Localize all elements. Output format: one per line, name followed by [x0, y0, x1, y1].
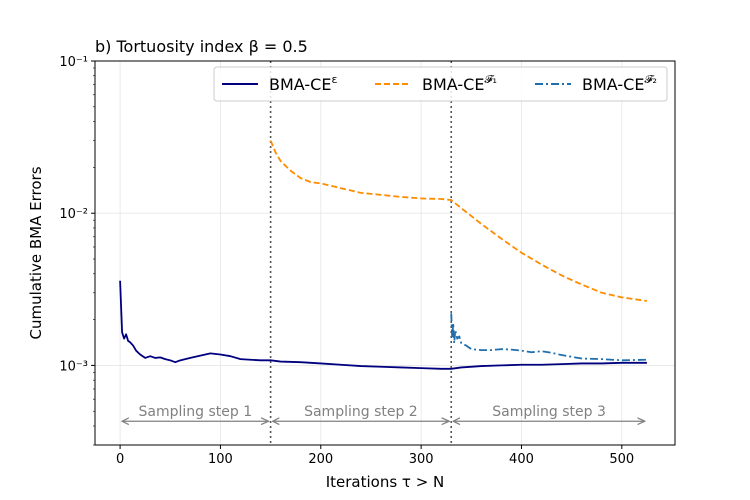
x-tick-label: 500 [609, 452, 634, 467]
plot-background [95, 61, 675, 445]
x-tick-label: 300 [409, 452, 434, 467]
y-axis-ticks: 10⁻³ 10⁻² 10⁻¹ [59, 55, 95, 446]
plot-frame [94, 60, 676, 446]
sampling-step-annotations: Sampling step 1 Sampling step 2 Sampling s… [122, 404, 645, 421]
series-line-1 [119, 280, 647, 370]
x-tick-label: 0 [116, 452, 124, 467]
legend-box [213, 66, 668, 102]
sampling-step-label: Sampling step 3 [492, 404, 606, 420]
series-lines [119, 140, 648, 370]
chart-title: b) Tortuosity index β = 0.5 [95, 37, 308, 56]
legend-label: BMA-CE𝓕₂ [582, 73, 657, 94]
legend-label: BMA-CEε [269, 73, 337, 94]
y-tick-label: 10⁻¹ [59, 55, 88, 70]
y-tick-label: 10⁻³ [59, 359, 88, 374]
x-tick-label: 200 [308, 452, 333, 467]
series-line-2 [269, 140, 648, 302]
legend: BMA-CEε BMA-CE𝓕₁ BMA-CE𝓕₂ [213, 66, 668, 102]
x-tick-label: 400 [509, 452, 534, 467]
series-line-3 [450, 313, 647, 362]
x-axis-label: Iterations τ > N [326, 473, 445, 491]
stage-dividers [269, 61, 453, 445]
sampling-step-label: Sampling step 2 [304, 404, 418, 420]
legend-label: BMA-CE𝓕₁ [422, 73, 497, 94]
x-axis-ticks: 0 100 200 300 400 500 [116, 445, 634, 467]
y-axis-label: Cumulative BMA Errors [27, 166, 45, 339]
x-tick-label: 100 [208, 452, 233, 467]
sampling-step-label: Sampling step 1 [139, 404, 253, 420]
y-tick-label: 10⁻² [59, 207, 88, 222]
